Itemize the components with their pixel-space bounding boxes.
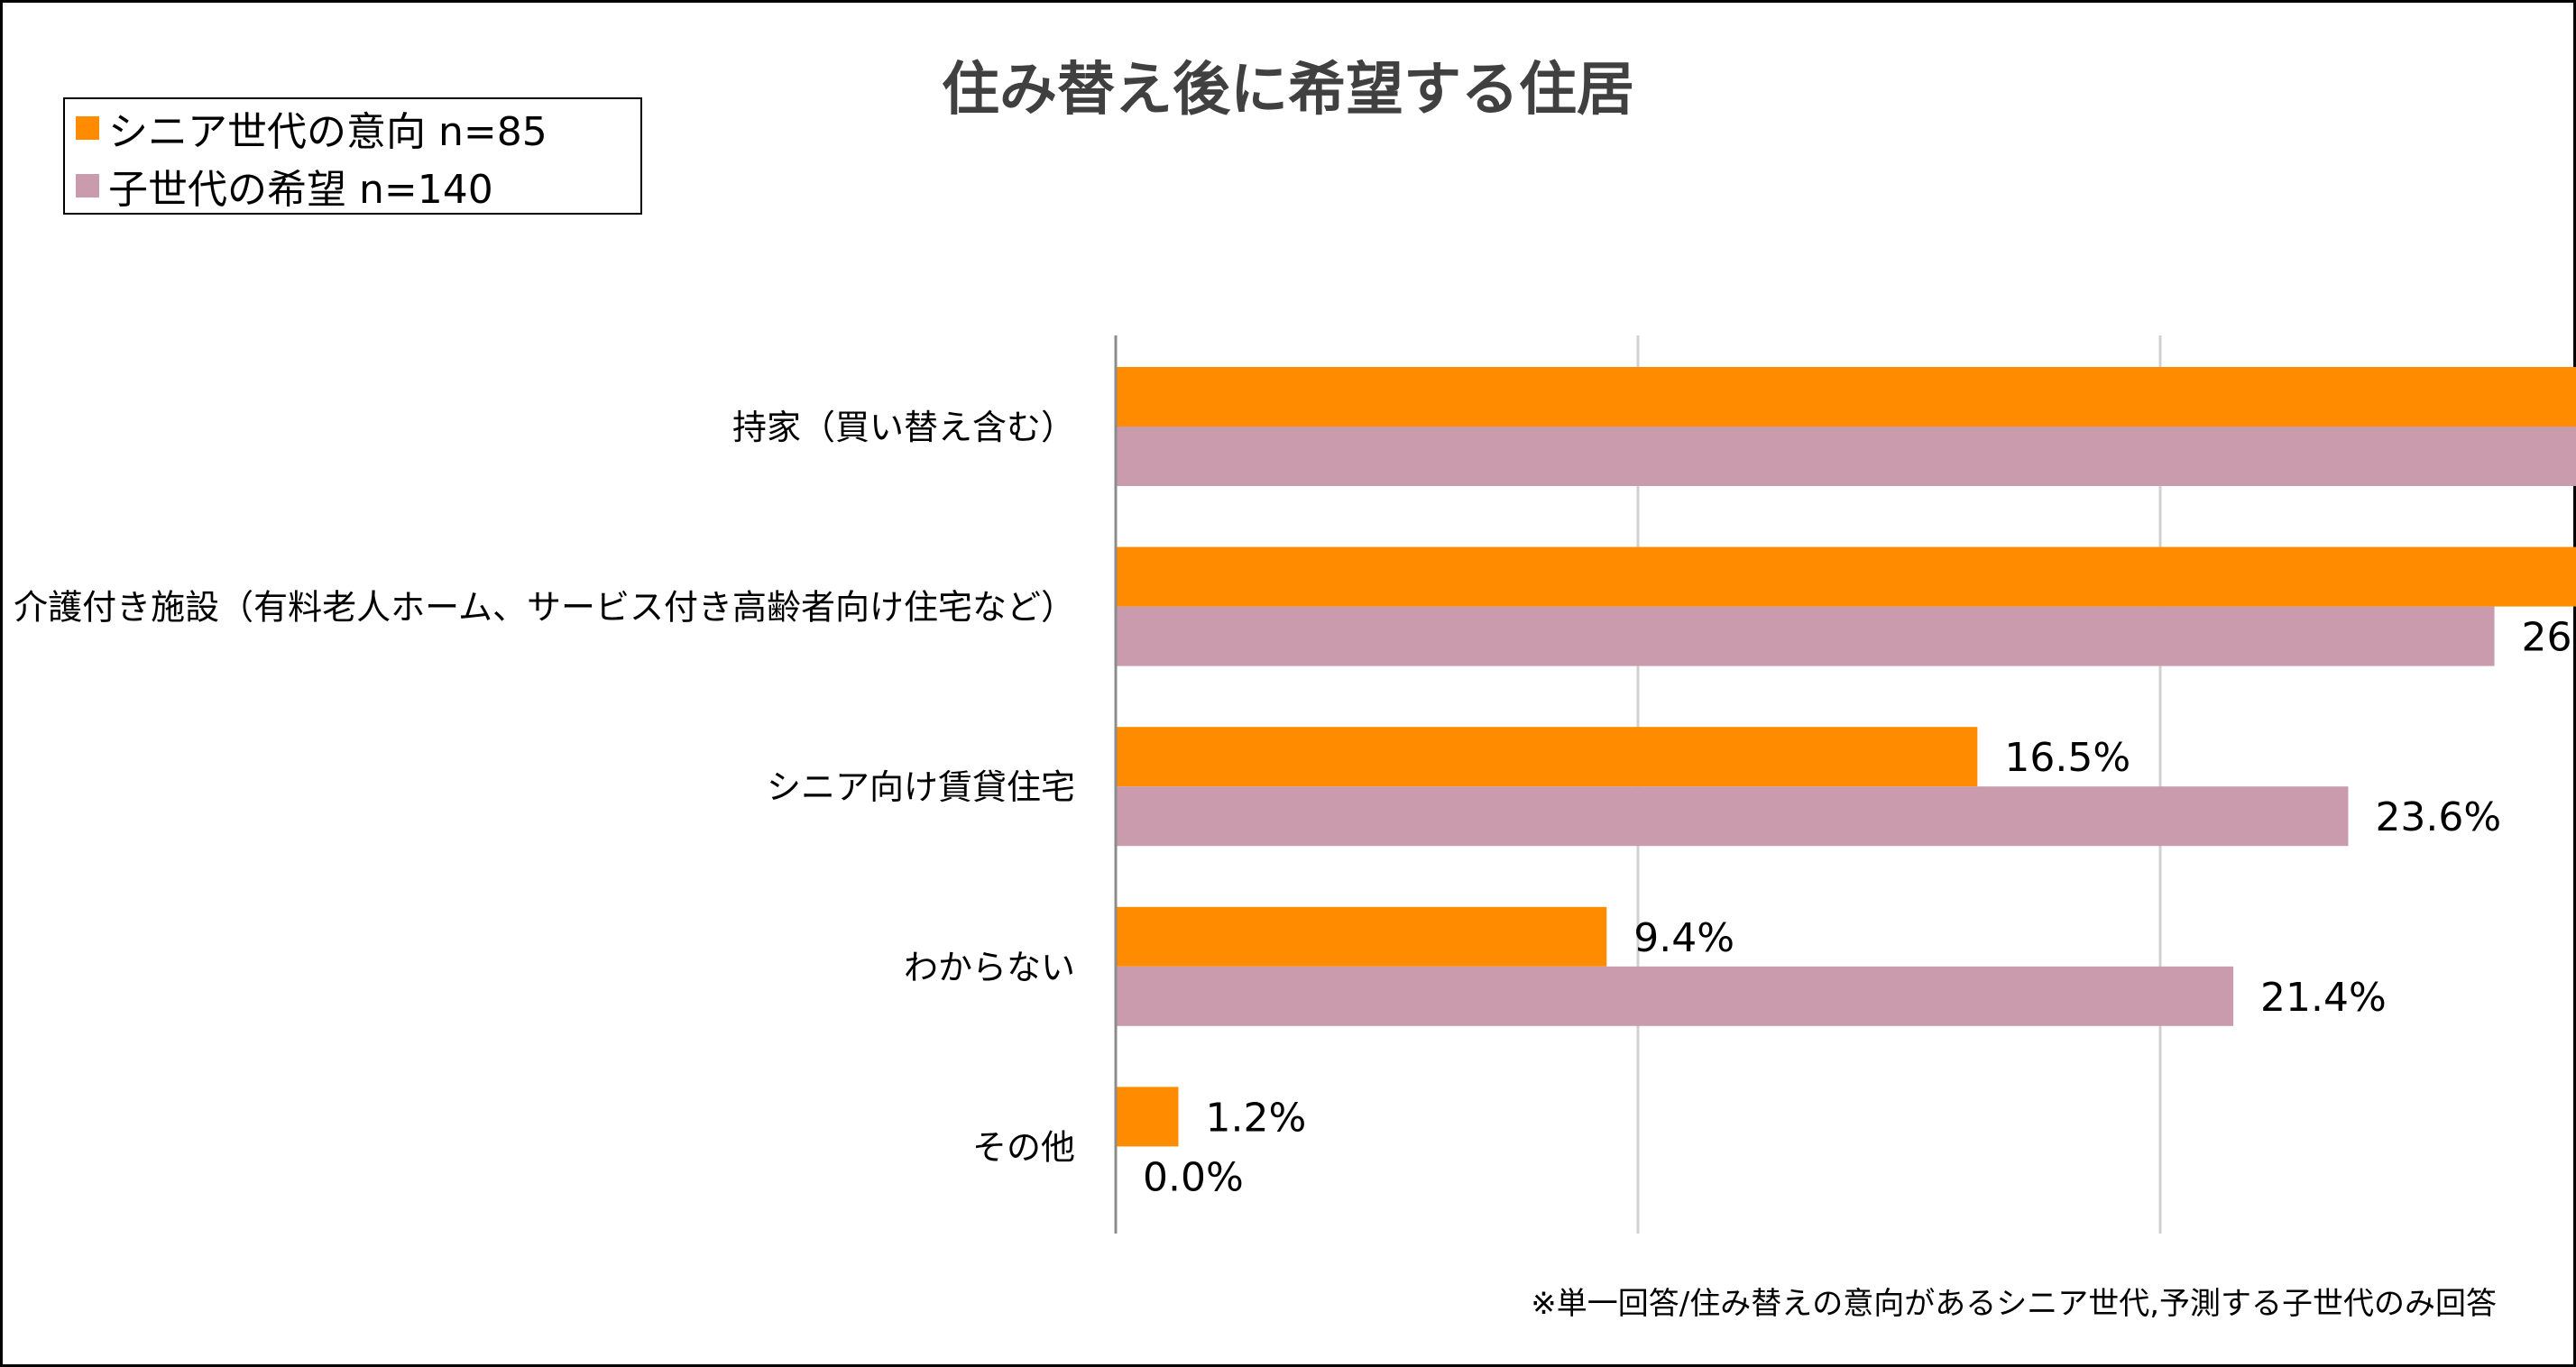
legend-label-children: 子世代の希望 n=140 <box>108 167 493 213</box>
legend-swatch-senior <box>76 116 99 140</box>
legend-swatch-children <box>76 174 99 197</box>
data-label: 9.4% <box>1633 915 1734 961</box>
chart-title: 住み替え後に希望する住居 <box>942 57 1634 124</box>
category-label: その他 <box>972 1127 1075 1167</box>
bar-senior <box>1116 546 2576 607</box>
legend: シニア世代の意向 n=85 子世代の希望 n=140 <box>63 97 642 215</box>
category-label: 介護付き施設（有料老人ホーム、サービス付き高齢者向け住宅など） <box>14 588 1075 628</box>
bar-senior <box>1116 906 1607 967</box>
data-label: 26.4% <box>2522 615 2576 661</box>
legend-item-children: 子世代の希望 n=140 <box>76 157 640 215</box>
legend-item-senior: シニア世代の意向 n=85 <box>76 99 640 157</box>
category-label: 持家（買い替え含む） <box>732 408 1075 447</box>
data-label: 1.2% <box>1205 1095 1306 1141</box>
data-label: 0.0% <box>1143 1154 1244 1200</box>
footnote: ※単一回答/住み替えの意向があるシニア世代,予測する子世代のみ回答 <box>1531 1286 2497 1322</box>
bar-senior <box>1116 367 2576 427</box>
category-label: わからない <box>904 948 1075 987</box>
data-label: 21.4% <box>2260 975 2387 1021</box>
bar-children <box>1116 966 2234 1026</box>
data-label: 23.6% <box>2375 794 2501 840</box>
bar-children <box>1116 606 2495 666</box>
bar-children <box>1116 427 2576 486</box>
bar-children <box>1116 786 2349 847</box>
bar-senior <box>1116 1087 1179 1147</box>
legend-label-senior: シニア世代の意向 n=85 <box>108 109 547 155</box>
data-label: 16.5% <box>2004 735 2130 781</box>
bar-senior <box>1116 727 1978 787</box>
category-label: シニア向け賃貸住宅 <box>767 767 1075 807</box>
